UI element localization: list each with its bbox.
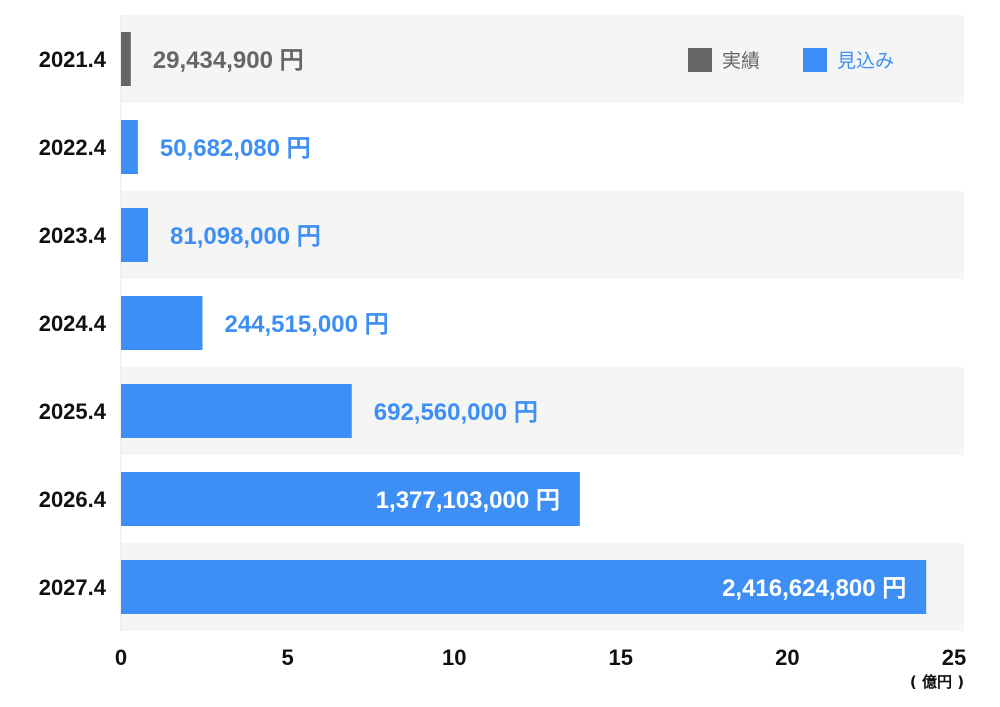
x-tick-label: 10	[442, 645, 466, 670]
value-label: 2,416,624,800 円	[722, 575, 906, 602]
x-axis-ticks: 0 5 10 15 20 25	[115, 645, 966, 670]
category-label: 2022.4	[39, 135, 107, 160]
category-label: 2021.4	[39, 47, 107, 72]
bar-2021.4	[121, 32, 131, 86]
value-label: 244,515,000 円	[224, 311, 388, 338]
bar-2026.4	[121, 472, 580, 526]
value-label: 29,434,900 円	[153, 47, 304, 74]
category-labels: 2021.4 2022.4 2023.4 2024.4 2025.4 2026.4 2027…	[39, 47, 107, 600]
bar-2022.4	[121, 120, 138, 174]
value-label: 692,560,000 円	[374, 399, 538, 426]
bar-2023.4	[121, 208, 149, 262]
category-label: 2023.4	[39, 223, 107, 248]
bar-2025.4	[121, 384, 352, 438]
legend-swatch-0	[688, 48, 712, 72]
value-label: 81,098,000 円	[170, 223, 321, 250]
legend-label-1: 見込み	[837, 50, 894, 72]
bar-2024.4	[121, 296, 203, 350]
x-tick-label: 5	[281, 645, 293, 670]
value-labels: 29,434,900 円 50,682,080 円 81,098,000 円 244,…	[153, 47, 906, 602]
x-tick-label: 0	[115, 645, 127, 670]
category-label: 2027.4	[39, 575, 107, 600]
category-label: 2025.4	[39, 399, 107, 424]
value-label: 1,377,103,000 円	[376, 487, 560, 514]
row-band	[120, 191, 964, 279]
category-label: 2024.4	[39, 311, 107, 336]
x-tick-label: 25	[942, 645, 966, 670]
x-tick-label: 20	[775, 645, 799, 670]
row-bands	[120, 15, 964, 631]
legend: 実績 見込み	[688, 48, 894, 72]
x-tick-label: 15	[609, 645, 633, 670]
x-axis-unit-label: ( 億円 )	[910, 673, 964, 691]
bar-2027.4	[121, 560, 927, 614]
legend-swatch-1	[803, 48, 827, 72]
category-label: 2026.4	[39, 487, 107, 512]
value-label: 50,682,080 円	[160, 135, 311, 162]
legend-label-0: 実績	[722, 50, 760, 72]
bars	[121, 32, 927, 614]
